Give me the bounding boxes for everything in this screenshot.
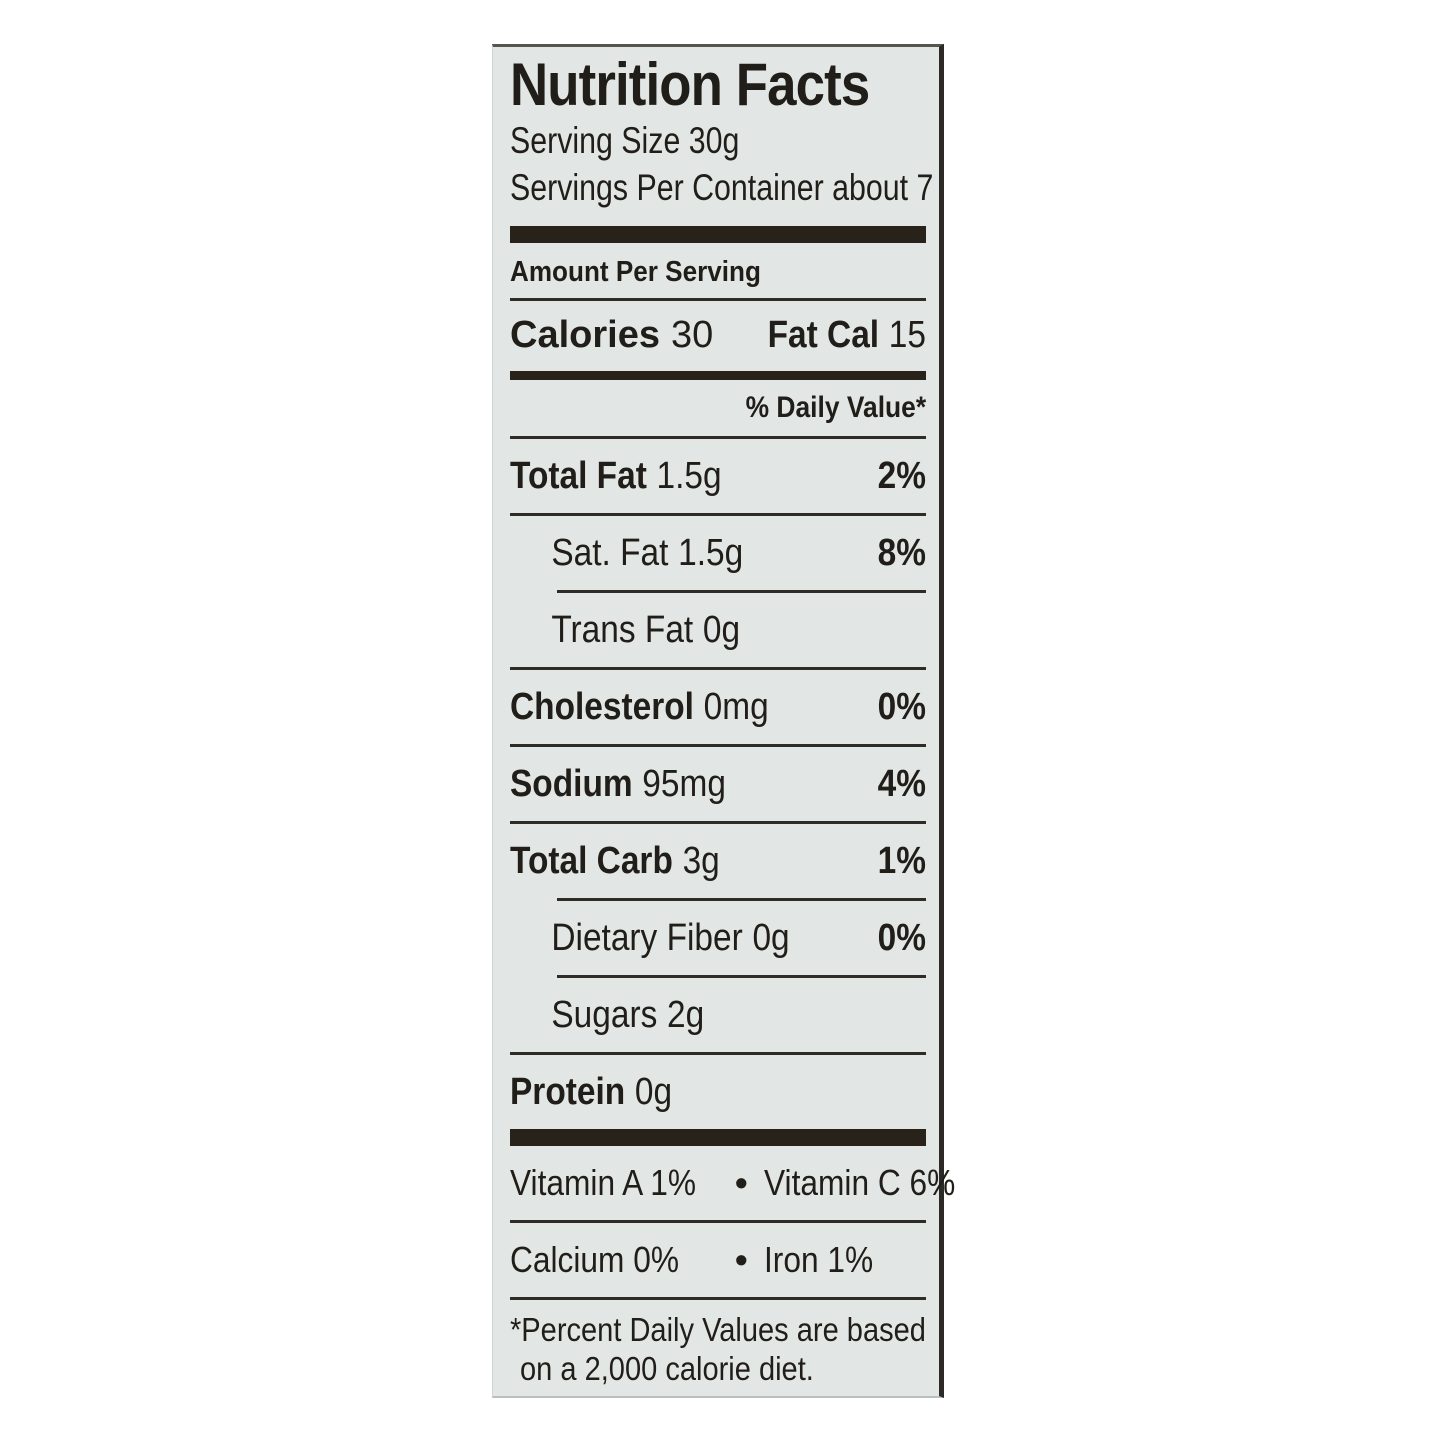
nutrient-amount: 3g [682, 840, 720, 882]
nutrient-name: Sodium [510, 763, 633, 805]
footnote-line1: *Percent Daily Values are based [510, 1311, 926, 1348]
nutrient-dv: 0% [877, 686, 926, 728]
fat-calories-label: Fat Cal [767, 314, 880, 356]
serving-size: Serving Size 30g [510, 117, 926, 164]
nutrient-row-total-carb: Total Carb 3g 1% [510, 824, 926, 898]
servings-per-container: Servings Per Container about 7 [510, 164, 933, 211]
nutrient-name: Cholesterol [510, 686, 694, 728]
bullet-separator: • [735, 1239, 748, 1280]
daily-value-header: % Daily Value* [510, 380, 926, 436]
fat-calories: Fat Cal 15 [768, 313, 926, 357]
nutrient-row-dietary-fiber: Dietary Fiber 0g 0% [510, 901, 926, 975]
fat-calories-value: 15 [888, 314, 926, 356]
divider [510, 744, 926, 747]
divider [510, 1052, 926, 1055]
calories-value: 30 [670, 314, 714, 356]
nutrient-dv: 1% [877, 840, 926, 882]
divider-indented [557, 590, 926, 593]
calories-left: Calories 30 [510, 313, 713, 357]
footnote-line2: on a 2,000 calorie diet. [520, 1350, 814, 1387]
nutrient-name: Sat. Fat [551, 532, 669, 574]
divider [510, 436, 926, 439]
divider [510, 667, 926, 670]
label-title: Nutrition Facts [510, 51, 870, 118]
thick-bar-bottom [510, 1129, 926, 1146]
divider-indented [557, 898, 926, 901]
nutrient-amount: 0g [634, 1071, 673, 1113]
nutrient-amount: 0g [752, 917, 790, 959]
divider [510, 1220, 926, 1223]
daily-value-header-text: % Daily Value* [745, 391, 926, 424]
calories-row: Calories 30 Fat Cal 15 [510, 301, 926, 371]
footnote: *Percent Daily Values are based on a 2,0… [510, 1300, 926, 1388]
nutrient-amount: 95mg [642, 763, 726, 805]
nutrient-amount: 1.5g [678, 532, 744, 574]
amount-per-serving-text: Amount Per Serving [510, 256, 761, 288]
divider [510, 821, 926, 824]
nutrient-row-sat-fat: Sat. Fat 1.5g 8% [510, 516, 926, 590]
nutrient-name: Trans Fat [551, 609, 694, 651]
mineral-row: Calcium 0% • Iron 1% [510, 1223, 926, 1297]
nutrient-dv: 4% [877, 763, 926, 805]
calcium: Calcium 0% [510, 1239, 680, 1280]
nutrient-name: Total Fat [510, 455, 647, 497]
divider [510, 1297, 926, 1300]
medium-bar [510, 371, 926, 380]
nutrient-row-cholesterol: Cholesterol 0mg 0% [510, 670, 926, 744]
calories-label: Calories [510, 314, 660, 356]
nutrient-row-sodium: Sodium 95mg 4% [510, 747, 926, 821]
vitamin-c: Vitamin C 6% [763, 1162, 955, 1203]
nutrient-row-protein: Protein 0g [510, 1055, 926, 1129]
bullet-separator: • [735, 1162, 748, 1203]
nutrient-name: Sugars [551, 994, 658, 1036]
amount-per-serving: Amount Per Serving [510, 243, 926, 298]
iron: Iron 1% [763, 1239, 873, 1280]
vitamin-row: Vitamin A 1% • Vitamin C 6% [510, 1146, 955, 1220]
nutrient-name: Protein [510, 1071, 626, 1113]
nutrient-name: Total Carb [510, 840, 673, 882]
nutrient-row-total-fat: Total Fat 1.5g 2% [510, 439, 926, 513]
divider [510, 298, 926, 301]
nutrient-dv: 8% [877, 532, 926, 574]
nutrition-facts-label: Nutrition Facts Serving Size 30g Serving… [492, 44, 955, 1398]
divider [510, 513, 926, 516]
nutrient-dv: 0% [877, 917, 926, 959]
servings-per-container-text: Servings Per Container about 7 [510, 167, 934, 208]
nutrient-amount: 0mg [703, 686, 769, 728]
divider-indented [557, 975, 926, 978]
nutrient-amount: 2g [666, 994, 705, 1036]
thick-bar-top [510, 226, 926, 243]
nutrient-row-sugars: Sugars 2g [510, 978, 926, 1052]
nutrient-row-trans-fat: Trans Fat 0g [510, 593, 926, 667]
nutrient-amount: 1.5g [656, 455, 722, 497]
nutrient-dv: 2% [877, 455, 926, 497]
serving-size-text: Serving Size 30g [510, 120, 740, 161]
nutrient-name: Dietary Fiber [551, 917, 743, 959]
nutrient-amount: 0g [702, 609, 741, 651]
vitamin-a: Vitamin A 1% [510, 1162, 697, 1203]
